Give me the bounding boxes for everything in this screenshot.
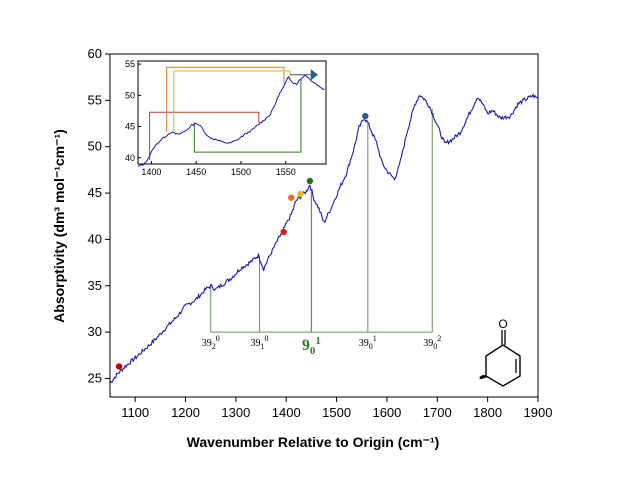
x-tick-label: 1500	[322, 405, 351, 420]
inset-x-tick-label: 1500	[231, 167, 251, 177]
y-tick-label: 30	[88, 324, 102, 339]
inset-y-tick-label: 50	[125, 90, 135, 100]
y-axis-title: Absorptivity (dm³ mol⁻¹cm⁻¹)	[51, 129, 67, 323]
peak-marker	[306, 177, 314, 185]
inset-spectrum-line	[137, 74, 325, 167]
inset-plot: 1400 1450 1500 1550 40 45 50 55	[125, 59, 327, 177]
inset-y-tick-label: 45	[125, 122, 135, 132]
carbonyl-oxygen-label: O	[498, 317, 507, 331]
x-tick-label: 1300	[221, 405, 250, 420]
main-axis-ticks: 1100 1200 1300 1400 1500 1600 1700 1800 1900 25 30…	[88, 46, 553, 420]
y-tick-label: 55	[88, 92, 102, 107]
x-tick-label: 1400	[272, 405, 301, 420]
spectrum-line	[109, 92, 539, 384]
x-tick-label: 1800	[473, 405, 502, 420]
inset-arrow-head	[310, 69, 318, 81]
inset-x-tick-label: 1400	[141, 167, 161, 177]
peak-marker	[280, 228, 287, 236]
x-tick-label: 1200	[171, 405, 200, 420]
assignment-label: 901	[302, 335, 321, 357]
inset-bracket-green	[193, 79, 302, 153]
y-tick-label: 40	[88, 231, 102, 246]
peak-marker	[288, 194, 295, 201]
inset-brackets	[149, 66, 318, 161]
y-tick-label: 60	[88, 46, 102, 61]
x-axis-title: Wavenumber Relative to Origin (cm⁻¹)	[187, 434, 440, 450]
inset-bracket-orange	[166, 66, 285, 133]
y-tick-label: 45	[88, 185, 102, 200]
assignment-label: 3920	[202, 334, 220, 351]
inset-axis-ticks: 1400 1450 1500 1550 40 45 50 55	[125, 59, 296, 177]
inset-bracket-red	[149, 111, 260, 161]
peak-marker	[362, 112, 369, 120]
x-tick-label: 1900	[524, 405, 553, 420]
assignment-lines: 3920 3910 901 3901 3902	[202, 108, 441, 357]
peak-markers	[115, 112, 369, 370]
peak-marker	[297, 190, 304, 198]
inset-bracket-yellow	[173, 70, 291, 132]
assignment-label: 3910	[251, 334, 269, 351]
plot-frame	[109, 53, 539, 398]
x-tick-label: 1600	[372, 405, 401, 420]
inset-y-tick-label: 40	[125, 153, 135, 163]
inset-y-tick-label: 55	[125, 59, 135, 69]
peak-marker	[115, 363, 123, 370]
y-tick-label: 25	[88, 370, 102, 385]
inset-x-tick-label: 1550	[276, 167, 296, 177]
x-tick-label: 1100	[121, 405, 149, 420]
x-tick-label: 1700	[423, 405, 452, 420]
y-tick-label: 35	[88, 278, 102, 293]
inset-x-tick-label: 1450	[186, 167, 206, 177]
y-tick-label: 50	[88, 139, 102, 154]
assignment-label: 3902	[423, 334, 441, 351]
assignment-label: 3901	[359, 334, 377, 351]
cyclohexenone-structure-icon: O	[479, 317, 521, 387]
